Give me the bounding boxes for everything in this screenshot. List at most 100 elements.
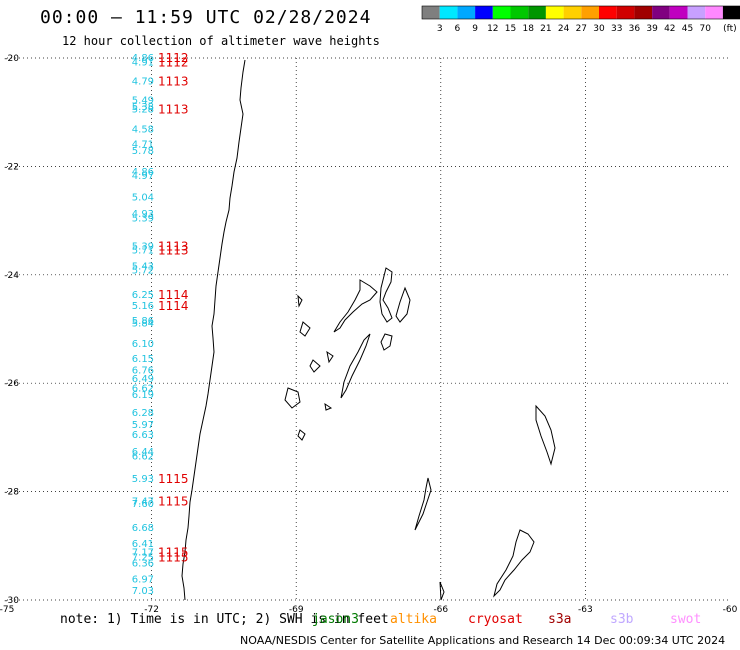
time-label: 1115: [158, 494, 189, 508]
wave-height-label: 4.86: [132, 167, 154, 178]
lat-tick-label: -22: [4, 162, 19, 172]
legend-swatch: [722, 6, 740, 19]
wave-height-label: 5.49: [132, 95, 154, 106]
legend-frame: [421, 5, 740, 20]
legend-tick-label: 33: [611, 24, 622, 34]
legend-swatch: [705, 6, 723, 19]
island-7: [299, 321, 311, 337]
island-15: [493, 529, 535, 598]
legend-swatch: [510, 6, 529, 19]
satellite-s3a: s3a: [548, 612, 572, 627]
legend-tick-label: 9: [472, 24, 478, 34]
time-label: 1112: [158, 51, 189, 65]
wave-height-label: 6.62: [132, 384, 154, 395]
wave-height-label: 6.68: [132, 523, 154, 534]
lat-tick-label: -24: [4, 271, 19, 281]
wave-height-label: 6.10: [132, 339, 154, 350]
wave-height-label: 6.41: [132, 539, 154, 550]
legend-swatch: [599, 6, 617, 19]
legend-tick-label: 3: [437, 24, 443, 34]
wave-height-label: 5.38: [132, 102, 154, 113]
legend-swatch: [687, 6, 706, 19]
credit-line: NOAA/NESDIS Center for Satellite Applica…: [240, 634, 726, 647]
legend-swatch: [422, 6, 440, 19]
satellite-swot: swot: [670, 612, 702, 627]
satellite-altika: altika: [390, 612, 437, 627]
lat-tick-label: -20: [4, 54, 19, 64]
legend-tick-label: 6: [455, 24, 461, 34]
wave-height-label: 5.04: [132, 192, 154, 203]
wave-height-label: 6.15: [132, 354, 154, 365]
island-1: [379, 267, 393, 323]
legend-swatch: [581, 6, 599, 19]
wave-height-label: 5.39: [132, 242, 154, 253]
time-label: 1113: [158, 102, 189, 116]
legend-tick-label: 15: [505, 24, 516, 34]
lat-tick-label: -26: [4, 379, 19, 389]
legend-tick-label: 27: [576, 24, 587, 34]
satellite-cryosat: cryosat: [468, 612, 523, 627]
wave-height-label: 5.78: [132, 146, 154, 157]
wave-height-label: 6.63: [132, 430, 154, 441]
coastline: [181, 59, 556, 601]
time-label: 1113: [158, 243, 189, 257]
wave-height-label: 5.39: [132, 213, 154, 224]
wave-height-label: 6.28: [132, 408, 154, 419]
legend-swatch: [545, 6, 564, 19]
wave-height-label: 5.93: [132, 474, 154, 485]
legend-tick-label: 42: [664, 24, 675, 34]
island-10: [284, 387, 301, 409]
note-row: note: 1) Time is in UTC; 2) SWH is in fe…: [60, 612, 389, 627]
time-label: 1113: [158, 74, 189, 88]
wave-height-label: 4.58: [132, 125, 154, 136]
wave-height-label: 6.49: [132, 374, 154, 385]
lon-tick-label: -60: [723, 605, 738, 615]
coastline-south-america: [181, 59, 246, 601]
color-legend: 3 6 9 12 15 18 21 24 27 30 33 36 39 42 45 70 (ft): [421, 5, 740, 34]
wave-height-label: 7.03: [132, 586, 154, 597]
wave-height-label: 4.71: [132, 140, 154, 151]
legend-tick-label: (ft): [723, 24, 737, 34]
time-label: 1114: [158, 288, 189, 302]
legend-tick-label: 36: [629, 24, 641, 34]
wave-height-label: 7.60: [132, 499, 154, 510]
island-14: [414, 477, 432, 531]
legend-swatch: [439, 6, 458, 19]
time-label: 1112: [158, 55, 189, 69]
wave-height-label: 7.47: [132, 496, 154, 507]
wave-height-label: 5.72: [132, 265, 154, 276]
lon-tick-label: -66: [433, 605, 448, 615]
wave-height-label: 7.25: [132, 553, 154, 564]
wave-height-label: 5.71: [132, 245, 154, 256]
legend-tick-label: 12: [487, 24, 498, 34]
legend-tick-label: 30: [593, 24, 605, 34]
legend-swatch: [563, 6, 582, 19]
wave-height-label: 6.25: [132, 290, 154, 301]
lat-tick-label: -28: [4, 488, 19, 498]
legend-swatch: [475, 6, 493, 19]
time-label: 1115: [158, 551, 189, 565]
legend-swatch: [669, 6, 688, 19]
wave-height-label: 5.16: [132, 301, 154, 312]
wave-height-label: 4.91: [132, 57, 154, 68]
wave-height-label: 4.97: [132, 171, 154, 182]
legend-swatch: [528, 6, 546, 19]
map-subtitle: 12 hour collection of altimeter wave hei…: [62, 34, 380, 48]
legend-tick-label: 39: [646, 24, 658, 34]
legend-tick-label: 18: [522, 24, 534, 34]
time-label: 1113: [158, 240, 189, 254]
lat-tick-label: -30: [4, 596, 19, 606]
island-6: [297, 294, 303, 308]
wave-height-label: 7.17: [132, 547, 154, 558]
island-3: [395, 286, 411, 323]
wave-height-label: 4.93: [132, 209, 154, 220]
legend-swatch: [492, 6, 511, 19]
island-5: [380, 333, 393, 351]
wave-height-label: 6.76: [132, 366, 154, 377]
time-label: 1114: [158, 299, 189, 313]
wave-height-label: 6.62: [132, 451, 154, 462]
observation-labels: 4.864.914.795.495.385.284.584.715.784.86…: [132, 51, 189, 597]
map-title: 00:00 — 11:59 UTC 02/28/2024: [40, 7, 372, 28]
island-2: [333, 279, 378, 333]
